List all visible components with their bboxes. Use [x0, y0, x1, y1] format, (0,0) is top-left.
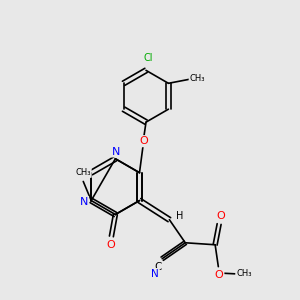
Text: O: O: [140, 136, 148, 146]
Text: O: O: [215, 270, 224, 280]
Text: C: C: [154, 262, 162, 272]
Text: CH₃: CH₃: [236, 269, 252, 278]
Text: H: H: [176, 211, 183, 221]
Text: N: N: [80, 197, 88, 207]
Text: N: N: [151, 269, 159, 279]
Text: N: N: [112, 147, 120, 157]
Text: CH₃: CH₃: [189, 74, 205, 83]
Text: O: O: [106, 240, 115, 250]
Text: O: O: [217, 211, 226, 221]
Text: CH₃: CH₃: [76, 168, 91, 177]
Text: Cl: Cl: [143, 53, 153, 63]
Text: O: O: [140, 136, 148, 146]
